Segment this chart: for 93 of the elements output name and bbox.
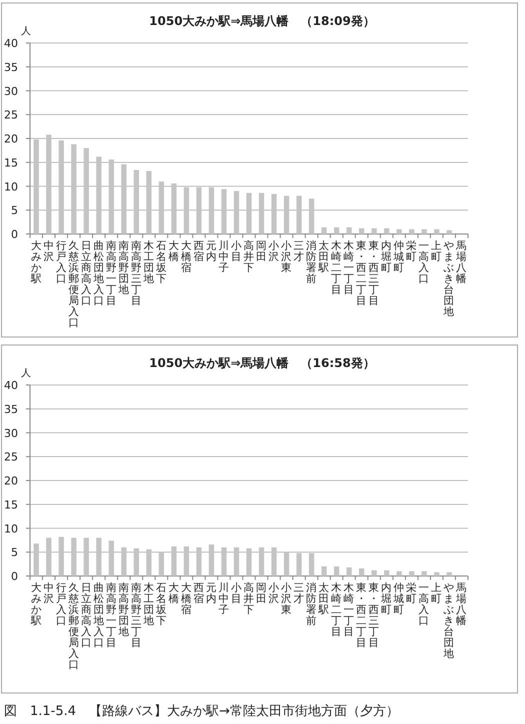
x-tick-label: 高井下 [244, 239, 254, 274]
x-tick-label: 大みか駅 [30, 581, 42, 627]
y-tick-label: 30 [4, 426, 18, 440]
x-tick-label: 一高入口 [418, 582, 430, 627]
y-tick-label: 40 [4, 37, 18, 50]
x-tick-label: 栄町 [406, 581, 418, 605]
x-tick-label: 大みか駅 [30, 239, 42, 285]
x-tick-label: 日立商高入口 [80, 582, 92, 649]
x-tick-label: 大橋 [168, 581, 180, 605]
x-tick-label: 小目 [230, 239, 242, 263]
chart-title: 1050大みか駅⇒馬場八幡 （16:58発） [149, 356, 375, 370]
x-tick-label: 馬場八幡 [455, 240, 468, 285]
x-tick-label: 南高野一丁目 [106, 239, 117, 307]
x-tick-label: 三才 [294, 240, 305, 263]
x-tick-label: 南高野団地 [117, 239, 130, 296]
x-tick-label: 石名坂下 [154, 582, 167, 627]
x-tick-label: 一高入口 [418, 240, 430, 285]
caption: 図 1.1-5.4 【路線バス】大みか駅→常陸太田市街地方面（夕方） [4, 703, 399, 719]
x-tick-label: 東・西二丁目 [356, 239, 368, 307]
x-tick-label: 小沢東 [281, 581, 292, 616]
x-tick-label: 西宿 [193, 240, 204, 263]
x-tick-label: 木崎一丁目 [344, 581, 355, 638]
y-tick-label: 10 [4, 522, 18, 536]
x-tick-label: 久慈浜郵便局入口 [67, 240, 80, 329]
x-tick-label: 太田駅 [318, 581, 330, 616]
x-tick-label: 上町 [431, 581, 442, 605]
x-tick-label: 内堀町 [380, 239, 392, 274]
x-tick-label: 南高野三丁目 [130, 581, 142, 649]
x-tick-label: 行戸入口 [56, 240, 67, 285]
y-tick-label: 35 [4, 402, 18, 416]
x-tick-label: 中沢 [43, 581, 54, 605]
y-tick-label: 30 [4, 84, 18, 98]
x-tick-label: 中沢 [43, 239, 54, 263]
x-tick-label: 木工団地 [142, 239, 154, 285]
x-tick-label: 内堀町 [380, 581, 392, 616]
x-tick-label: 東・西三丁目 [368, 239, 380, 307]
x-tick-label: 東・西二丁目 [356, 581, 368, 649]
y-tick-label: 25 [4, 450, 18, 464]
y-tick-label: 40 [4, 379, 18, 392]
y-tick-label: 10 [4, 180, 18, 194]
y-tick-label: 0 [11, 228, 18, 241]
x-tick-label: 木崎二丁目 [331, 239, 342, 296]
x-tick-label: 高井下 [244, 581, 254, 616]
x-tick-label: 大橋 [168, 239, 180, 263]
y-axis-title: 人 [21, 368, 31, 379]
x-tick-label: 大橋宿 [180, 239, 192, 274]
x-tick-label: やまぶき台団地 [442, 240, 455, 318]
x-tick-label: 小沢 [268, 239, 280, 263]
x-tick-label: 小目 [230, 581, 242, 605]
x-tick-label: 小沢東 [281, 239, 292, 274]
x-tick-label: 馬場八幡 [455, 582, 468, 627]
x-tick-label: 南高野一丁目 [106, 581, 117, 649]
y-axis-title: 人 [21, 26, 31, 37]
y-tick-label: 5 [11, 204, 18, 218]
x-tick-label: 岡田 [256, 582, 268, 605]
x-tick-label: 川中子 [218, 239, 230, 274]
x-tick-label: 太田駅 [318, 239, 330, 274]
x-tick-label: 石名坂下 [154, 240, 167, 285]
y-tick-label: 0 [11, 570, 18, 583]
x-tick-label: 上町 [431, 239, 442, 263]
y-tick-label: 15 [4, 156, 18, 170]
x-tick-label: 南高野団地 [117, 581, 130, 638]
x-tick-label: 曲松団地入口 [92, 581, 104, 649]
x-tick-label: やまぶき台団地 [442, 582, 455, 660]
x-tick-label: 三才 [294, 582, 305, 605]
x-tick-label: 大橋宿 [180, 581, 192, 616]
x-tick-label: 西宿 [193, 582, 204, 605]
x-tick-label: 南高野三丁目 [130, 239, 142, 307]
x-tick-label: 木崎一丁目 [344, 239, 355, 296]
y-tick-label: 20 [4, 474, 18, 488]
x-tick-label: 消防署前 [306, 239, 318, 285]
x-tick-label: 小沢 [268, 581, 280, 605]
x-tick-label: 元内 [206, 240, 217, 263]
x-tick-label: 曲松団地入口 [92, 239, 104, 307]
y-tick-label: 35 [4, 60, 18, 74]
chart-title: 1050大みか駅⇒馬場八幡 （18:09発） [149, 14, 375, 28]
x-tick-label: 木工団地 [142, 581, 154, 627]
x-tick-label: 久慈浜郵便局入口 [67, 582, 80, 671]
x-tick-label: 行戸入口 [56, 582, 67, 627]
x-tick-label: 仲城町 [392, 240, 405, 274]
x-tick-label: 東・西三丁目 [368, 581, 380, 649]
y-tick-label: 20 [4, 132, 18, 146]
x-tick-label: 消防署前 [306, 581, 318, 627]
x-tick-label: 岡田 [256, 240, 268, 263]
y-tick-label: 15 [4, 498, 18, 512]
x-tick-label: 元内 [206, 582, 217, 605]
y-tick-label: 25 [4, 108, 18, 122]
x-tick-label: 栄町 [406, 239, 418, 263]
x-tick-label: 日立商高入口 [80, 240, 92, 307]
x-tick-label: 川中子 [218, 581, 230, 616]
x-tick-label: 仲城町 [392, 582, 405, 616]
y-tick-label: 5 [11, 546, 18, 560]
x-tick-label: 木崎二丁目 [331, 581, 342, 638]
